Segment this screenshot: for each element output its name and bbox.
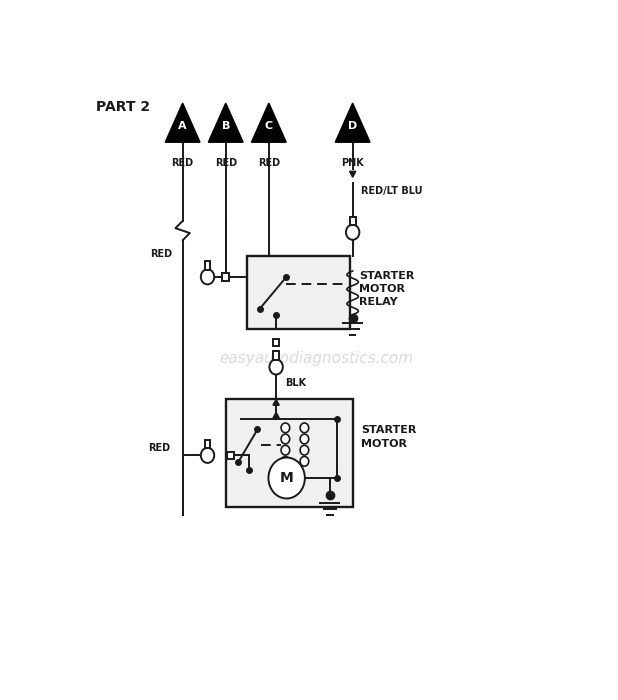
Text: easyautodiagnostics.com: easyautodiagnostics.com — [219, 351, 414, 366]
Text: A: A — [179, 120, 187, 130]
Bar — [247, 256, 350, 329]
Bar — [226, 399, 353, 507]
Circle shape — [281, 423, 290, 433]
Text: RED: RED — [172, 158, 193, 168]
Circle shape — [300, 445, 309, 455]
Circle shape — [281, 456, 290, 466]
Text: C: C — [265, 120, 273, 130]
Circle shape — [268, 458, 305, 498]
Bar — [205, 440, 210, 449]
Polygon shape — [350, 172, 356, 177]
Text: RED/LT BLU: RED/LT BLU — [362, 186, 423, 196]
Circle shape — [346, 225, 359, 240]
Circle shape — [201, 270, 214, 284]
Bar — [222, 273, 229, 281]
Polygon shape — [165, 103, 200, 142]
Polygon shape — [273, 412, 279, 418]
Text: BLK: BLK — [285, 378, 306, 388]
Circle shape — [300, 456, 309, 466]
Circle shape — [300, 434, 309, 444]
Text: PNK: PNK — [341, 158, 364, 168]
Text: RED: RED — [148, 443, 171, 454]
Text: RED: RED — [214, 158, 237, 168]
Text: B: B — [221, 120, 230, 130]
Text: PART 2: PART 2 — [96, 100, 151, 114]
Text: STARTER
MOTOR
RELAY: STARTER MOTOR RELAY — [359, 271, 414, 307]
Text: D: D — [348, 120, 357, 130]
Circle shape — [201, 448, 214, 463]
Circle shape — [300, 423, 309, 433]
Text: STARTER
MOTOR: STARTER MOTOR — [362, 426, 417, 449]
Polygon shape — [273, 399, 279, 405]
Polygon shape — [335, 103, 370, 142]
Circle shape — [281, 434, 290, 444]
Text: RED: RED — [258, 158, 280, 168]
Circle shape — [281, 445, 290, 455]
Polygon shape — [208, 103, 243, 142]
Text: RED: RED — [150, 248, 172, 259]
Circle shape — [269, 359, 283, 375]
Bar — [205, 261, 210, 270]
Bar — [350, 216, 355, 225]
Text: M: M — [280, 471, 294, 485]
Bar — [273, 351, 279, 360]
Bar — [227, 452, 234, 459]
Polygon shape — [252, 103, 286, 142]
Bar — [273, 339, 279, 346]
